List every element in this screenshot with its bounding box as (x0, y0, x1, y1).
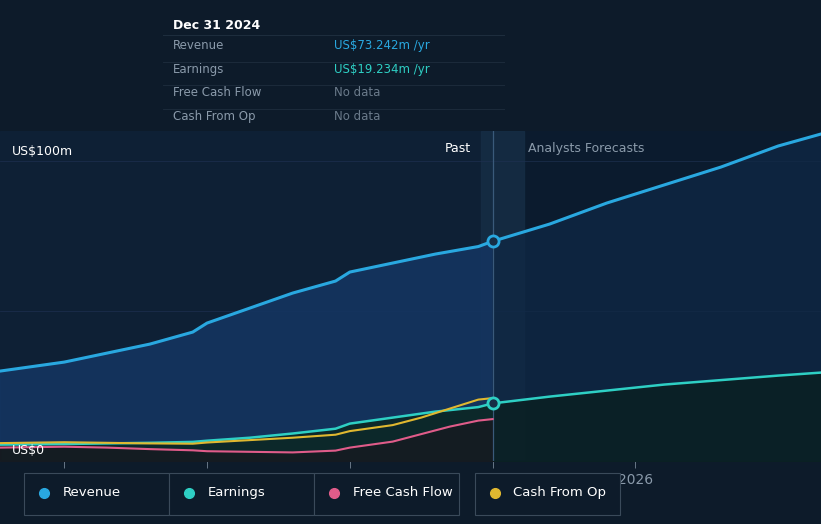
Bar (481, 131, 524, 461)
FancyBboxPatch shape (25, 473, 169, 515)
Text: US$73.242m /yr: US$73.242m /yr (334, 39, 429, 52)
Text: US$0: US$0 (11, 444, 44, 456)
Bar (493, 131, 821, 461)
Text: Free Cash Flow: Free Cash Flow (173, 86, 262, 99)
Text: Cash From Op: Cash From Op (513, 486, 607, 499)
Text: Cash From Op: Cash From Op (173, 110, 256, 123)
Text: Earnings: Earnings (173, 63, 225, 75)
FancyBboxPatch shape (169, 473, 314, 515)
Text: No data: No data (334, 110, 380, 123)
FancyBboxPatch shape (475, 473, 620, 515)
Text: US$100m: US$100m (11, 145, 72, 158)
Text: Past: Past (445, 142, 471, 155)
Text: Earnings: Earnings (208, 486, 265, 499)
Text: No data: No data (334, 86, 380, 99)
Text: Revenue: Revenue (63, 486, 121, 499)
Text: Analysts Forecasts: Analysts Forecasts (528, 142, 644, 155)
FancyBboxPatch shape (314, 473, 459, 515)
Text: Dec 31 2024: Dec 31 2024 (173, 19, 260, 32)
Text: Free Cash Flow: Free Cash Flow (352, 486, 452, 499)
Bar (0, 131, 493, 461)
Text: Revenue: Revenue (173, 39, 225, 52)
Text: US$19.234m /yr: US$19.234m /yr (334, 63, 429, 75)
